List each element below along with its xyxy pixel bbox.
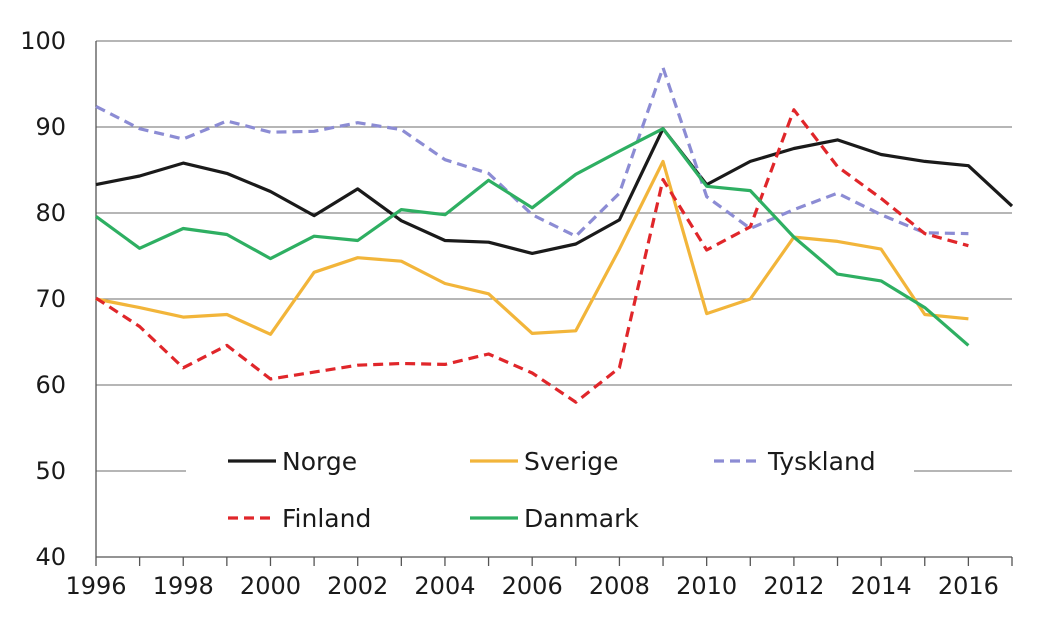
gridlines: [96, 40, 1012, 472]
x-tick-label-2010: 2010: [676, 572, 737, 600]
y-tick-label-70: 70: [35, 285, 66, 313]
legend-box: [186, 432, 914, 548]
y-tick-label-90: 90: [35, 113, 66, 141]
x-tick-label-2004: 2004: [414, 572, 475, 600]
legend-label-sverige: Sverige: [524, 447, 619, 476]
x-tick-label-2006: 2006: [502, 572, 563, 600]
x-tick-label-2016: 2016: [938, 572, 999, 600]
legend: Norge Sverige Tyskland Finland Danmark: [228, 447, 876, 533]
legend-label-finland: Finland: [282, 504, 371, 533]
x-tick-label-2008: 2008: [589, 572, 650, 600]
x-axis-ticks: 1996 1998 2000 2002 2004 2006 2008 2010 2012 2014…: [65, 557, 1013, 600]
y-tick-label-100: 100: [20, 27, 66, 55]
x-tick-label-2002: 2002: [327, 572, 388, 600]
y-tick-label-60: 60: [35, 371, 66, 399]
y-tick-label-40: 40: [35, 543, 66, 571]
series-line-finland: [95, 108, 969, 404]
x-tick-label-2014: 2014: [851, 572, 912, 600]
y-axis-ticks: 40 50 60 70 80 90 100: [20, 27, 66, 571]
legend-label-norge: Norge: [282, 447, 357, 476]
legend-background: [186, 432, 914, 548]
y-tick-label-80: 80: [35, 199, 66, 227]
series-line-sverige: [95, 159, 969, 336]
series-line-norge: [95, 127, 1014, 255]
series-line-tyskland: [95, 66, 969, 238]
series-line-danmark: [95, 127, 970, 347]
legend-label-danmark: Danmark: [524, 504, 639, 533]
x-tick-label-2000: 2000: [240, 572, 301, 600]
legend-label-tyskland: Tyskland: [767, 447, 876, 476]
x-tick-label-2012: 2012: [763, 572, 824, 600]
series-lines: [95, 66, 1014, 404]
x-tick-label-1998: 1998: [153, 572, 214, 600]
y-tick-label-50: 50: [35, 457, 66, 485]
x-tick-label-1996: 1996: [65, 572, 126, 600]
